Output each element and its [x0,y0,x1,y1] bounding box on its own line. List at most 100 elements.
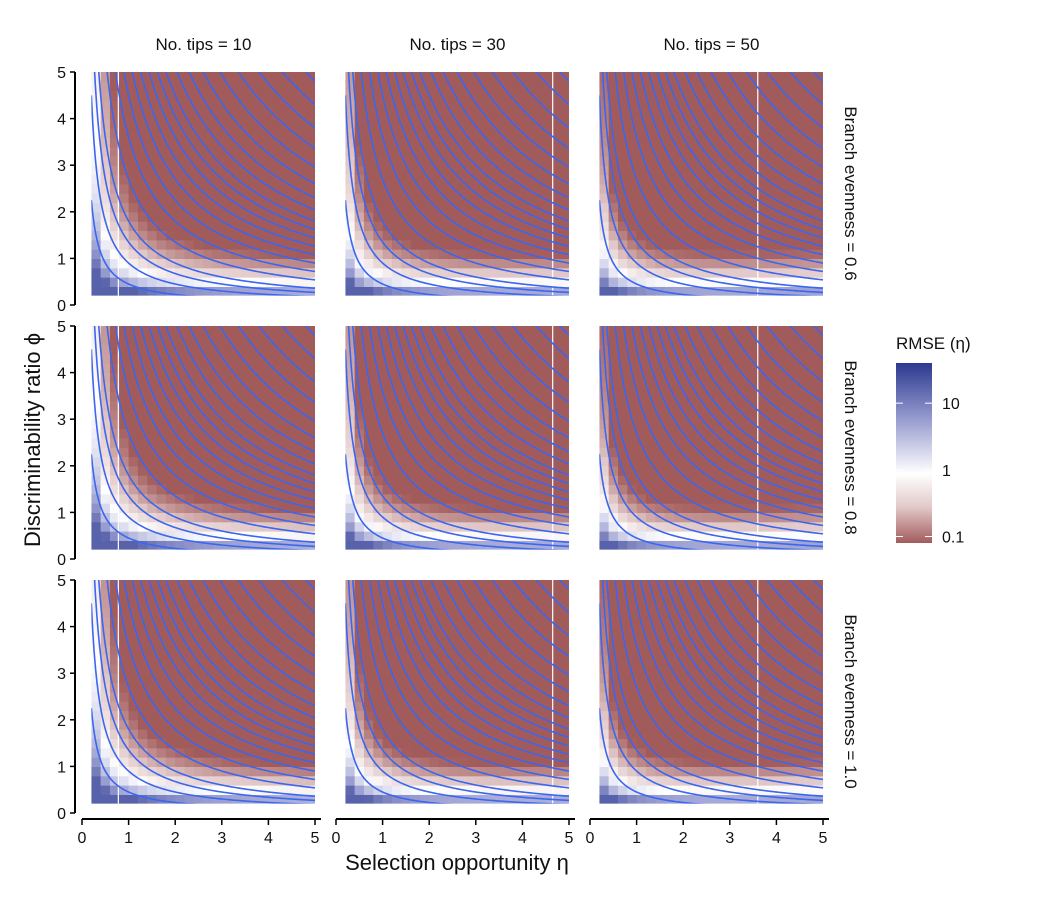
heatmap-tile [231,747,242,758]
heatmap-tile [457,409,468,420]
heatmap-tile [711,363,722,374]
heatmap-tile [354,155,365,166]
heatmap-tile [100,230,111,241]
heatmap-tile [664,540,675,550]
heatmap-tile [599,437,610,448]
heatmap-tile [655,400,666,411]
contour-line [148,580,315,747]
heatmap-tile [617,391,628,402]
heatmap-tile [137,249,148,259]
heatmap-tile [259,286,269,296]
heatmap-tile [645,531,656,541]
heatmap-tile [692,335,703,346]
heatmap-tile [541,766,551,777]
heatmap-tile [447,267,458,278]
heatmap-tile [485,738,496,749]
heatmap-tile [156,165,167,176]
heatmap-tile [91,391,102,402]
heatmap-tile [221,738,232,749]
heatmap-tile [692,99,703,110]
heatmap-tile [419,99,430,110]
heatmap-tile [363,419,374,430]
heatmap-tile [739,493,750,504]
heatmap-tile [701,258,712,269]
heatmap-tile [91,400,102,411]
heatmap-tile [599,447,610,458]
heatmap-tile [345,267,356,278]
heatmap-tile [175,598,186,609]
heatmap-tile [522,580,533,590]
heatmap-tile [748,521,759,532]
heatmap-tile [156,484,167,495]
heatmap-tile [109,326,120,336]
heatmap-tile [438,710,449,721]
heatmap-tile [447,794,458,804]
heatmap-tile [100,277,111,287]
heatmap-tile [429,635,440,646]
heatmap-tile [541,531,551,541]
heatmap-tile [277,447,288,458]
heatmap-tile [447,654,458,665]
heatmap-tile [382,607,393,618]
heatmap-tile [296,335,307,346]
heatmap-tile [305,794,315,804]
heatmap-tile [757,183,768,194]
heatmap-tile [608,335,619,346]
heatmap-tile [785,174,796,185]
heatmap-tile [410,766,421,777]
heatmap-tile [655,484,666,495]
heatmap-tile [503,109,514,120]
heatmap-tile [438,267,449,278]
heatmap-tile [259,626,269,637]
heatmap-tile [184,428,195,439]
heatmap-tile [645,409,656,420]
heatmap-tile [373,239,384,250]
heatmap-tile [711,127,722,138]
heatmap-tile [645,626,656,637]
heatmap-tile [231,326,242,336]
heatmap-tile [363,531,374,541]
heatmap-tile [617,400,628,411]
heatmap-tile [277,381,288,392]
contour-line [377,326,569,518]
heatmap-tile [711,249,722,259]
heatmap-tile [559,484,569,495]
heatmap-tile [627,165,638,176]
heatmap-tile [156,409,167,420]
heatmap-tile [240,353,251,364]
heatmap-tile [466,277,477,287]
heatmap-tile [720,456,731,467]
heatmap-tile [305,428,315,439]
heatmap-tile [287,230,297,241]
heatmap-tile [363,335,374,346]
heatmap-tile [457,174,468,185]
heatmap-tile [156,335,167,346]
contour-lines [599,326,823,550]
heatmap-tile [401,344,412,355]
heatmap-tile [503,626,514,637]
heatmap-tile [757,81,768,92]
heatmap-tile [345,249,356,259]
heatmap-tile [410,99,421,110]
contour-line [368,72,569,273]
heatmap-tile [354,493,365,504]
heatmap-tile [354,146,365,157]
heatmap-tile [296,747,307,758]
heatmap-tile [109,607,120,618]
heatmap-tile [739,267,750,278]
heatmap-tile [382,381,393,392]
heatmap-tile [277,249,288,259]
heatmap-tile [354,663,365,674]
heatmap-tile [268,645,279,656]
heatmap-tile [617,419,628,430]
heatmap-tile [503,493,514,504]
heatmap-tile [410,673,421,684]
heatmap-tile [296,326,307,336]
heatmap-tile [608,794,619,804]
heatmap-tile [203,202,214,213]
heatmap-tile [410,512,421,523]
heatmap-tile [373,701,384,712]
heatmap-tile [767,211,777,222]
heatmap-tile [193,202,204,213]
heatmap-tile [664,353,675,364]
